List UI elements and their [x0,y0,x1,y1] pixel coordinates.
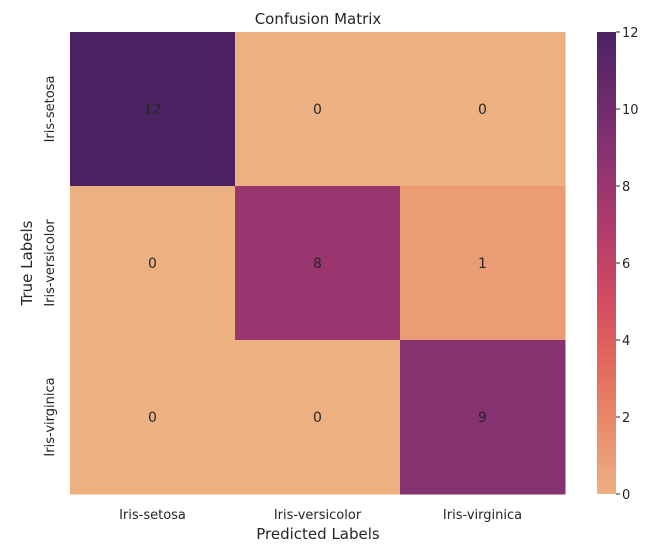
colorbar-tick-label: 12 [622,26,639,41]
heatmap-cell [400,340,566,495]
colorbar-tick-label: 6 [622,257,630,272]
heatmap-cell [235,186,401,341]
heatmap-cell [70,32,236,187]
heatmap-cell [70,340,236,495]
cell-value-label: 8 [313,256,322,272]
cell-value-label: 0 [478,102,487,118]
y-tick-label: Iris-versicolor [43,219,58,307]
heatmap-cells [70,32,566,495]
colorbar-tick-label: 4 [622,334,630,349]
cell-value-label: 0 [313,410,322,426]
colorbar-tick-label: 2 [622,411,630,426]
colorbar-tick-label: 0 [622,488,630,503]
x-axis-label: Predicted Labels [256,525,380,543]
y-tick-labels: Iris-setosa Iris-versicolor Iris-virginica [43,76,58,457]
y-tick-label: Iris-setosa [43,76,58,143]
heatmap-cell [400,186,566,341]
cell-annotations: 12 0 0 0 8 1 0 0 9 [144,102,487,426]
x-tick-label: Iris-setosa [119,508,186,523]
heatmap-cell [400,32,566,187]
cell-value-label: 0 [148,410,157,426]
colorbar [597,32,616,494]
x-tick-labels: Iris-setosa Iris-versicolor Iris-virginica [119,508,522,523]
colorbar-ticks: 0 2 4 6 8 10 12 [616,26,639,503]
cell-value-label: 9 [478,410,487,426]
x-tick-label: Iris-virginica [443,508,522,523]
cell-value-label: 0 [148,256,157,272]
cell-value-label: 0 [313,102,322,118]
cell-value-label: 1 [478,256,487,272]
chart-title: Confusion Matrix [255,10,382,28]
y-axis-label: True Labels [18,220,36,306]
colorbar-tick-label: 8 [622,180,630,195]
cell-value-label: 12 [144,102,162,118]
heatmap-cell [70,186,236,341]
x-tick-label: Iris-versicolor [274,508,362,523]
heatmap-cell [235,340,401,495]
heatmap-cell [235,32,401,187]
colorbar-tick-label: 10 [622,103,639,118]
y-tick-label: Iris-virginica [43,377,58,456]
